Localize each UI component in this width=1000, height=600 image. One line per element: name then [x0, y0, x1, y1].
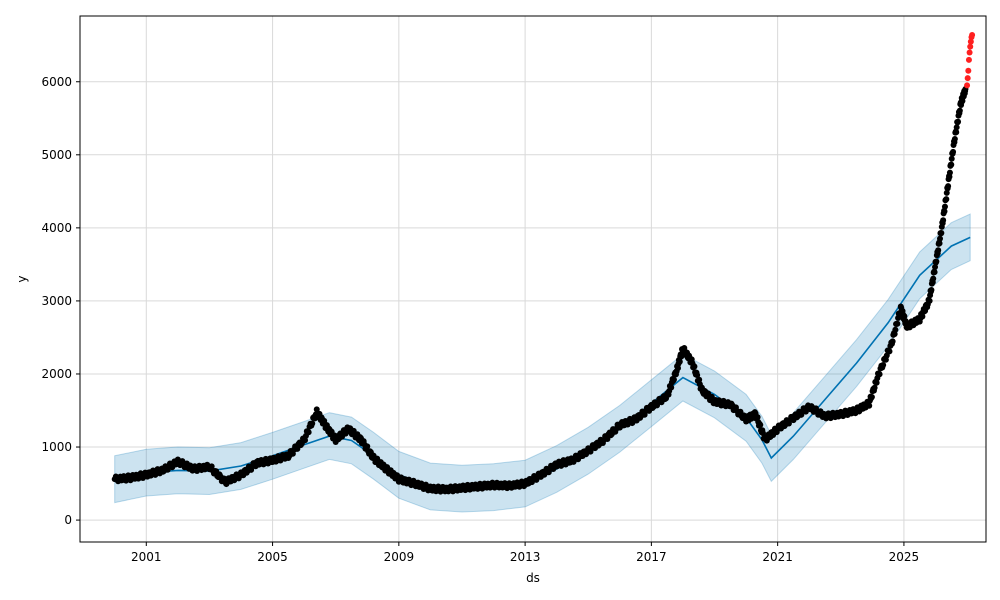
observed-point	[894, 320, 901, 327]
observed-point	[935, 247, 942, 254]
outlier-point	[965, 56, 972, 63]
observed-point	[955, 118, 962, 125]
observed-point	[919, 313, 926, 320]
observed-point	[940, 217, 947, 224]
outlier-point	[965, 67, 972, 74]
observed-point	[309, 420, 316, 427]
observed-point	[757, 421, 764, 428]
observed-point	[945, 183, 952, 190]
x-tick-label: 2017	[636, 550, 667, 564]
x-tick-label: 2013	[510, 550, 541, 564]
x-tick-label: 2001	[131, 550, 162, 564]
outlier-point	[966, 49, 973, 56]
observed-point	[871, 384, 878, 391]
y-tick-label: 0	[64, 513, 72, 527]
observed-point	[873, 379, 880, 386]
observed-point	[674, 365, 681, 372]
plot-frame	[79, 15, 987, 543]
y-tick-label: 4000	[41, 221, 72, 235]
observed-point	[953, 129, 960, 136]
x-tick-label: 2025	[889, 550, 920, 564]
observed-point	[930, 275, 937, 282]
observed-point	[926, 297, 933, 304]
outlier-point	[967, 38, 974, 45]
y-tick-label: 1000	[41, 440, 72, 454]
observed-point	[936, 240, 943, 247]
observed-point	[886, 348, 893, 355]
observed-point	[943, 189, 950, 196]
observed-point	[754, 414, 761, 421]
y-tick-label: 2000	[41, 367, 72, 381]
observed-point	[931, 269, 938, 276]
observed-point	[938, 229, 945, 236]
x-tick-label: 2021	[762, 550, 793, 564]
observed-point	[676, 358, 683, 365]
observed-point	[948, 161, 955, 168]
uncertainty-band	[114, 213, 971, 513]
x-axis-label: ds	[526, 571, 540, 585]
x-tick-label: 2009	[384, 550, 415, 564]
observed-point	[889, 338, 896, 345]
outlier-point	[967, 43, 974, 50]
observed-point	[950, 148, 957, 155]
observed-point	[892, 326, 899, 333]
y-axis-label: y	[15, 275, 29, 282]
y-axis: 0 1000 2000 3000 4000 5000 6000	[41, 75, 80, 527]
y-tick-label: 6000	[41, 75, 72, 89]
outlier-point	[964, 82, 971, 89]
observed-point	[305, 429, 312, 436]
observed-point	[876, 371, 883, 378]
observed-point	[691, 363, 698, 370]
y-tick-label: 3000	[41, 294, 72, 308]
observed-point	[943, 196, 950, 203]
observed-point	[946, 169, 953, 176]
observed-point	[932, 263, 939, 270]
x-tick-label: 2005	[257, 550, 288, 564]
x-axis: 2001 2005 2009 2013 2017 2021 2025	[131, 542, 919, 564]
observed-point	[668, 384, 675, 391]
observed-point	[866, 402, 873, 409]
grid	[80, 16, 986, 542]
observed-point	[694, 372, 701, 379]
observed-point	[868, 394, 875, 401]
observed-point	[941, 208, 948, 215]
observed-point	[933, 258, 940, 265]
observed-point	[302, 437, 309, 444]
observed-point	[956, 107, 963, 114]
observed-point	[948, 155, 955, 162]
uncertainty-band-area	[114, 213, 971, 513]
outlier-points	[964, 31, 976, 89]
observed-point	[670, 376, 677, 383]
observed-point	[937, 235, 944, 242]
observed-point	[941, 203, 948, 210]
observed-points	[111, 86, 969, 495]
observed-point	[928, 287, 935, 294]
observed-point	[880, 362, 887, 369]
observed-point	[364, 443, 371, 450]
outlier-point	[964, 75, 971, 82]
y-tick-label: 5000	[41, 148, 72, 162]
observed-point	[953, 124, 960, 131]
outlier-point	[969, 31, 976, 38]
observed-point	[951, 135, 958, 142]
observed-point	[901, 313, 908, 320]
